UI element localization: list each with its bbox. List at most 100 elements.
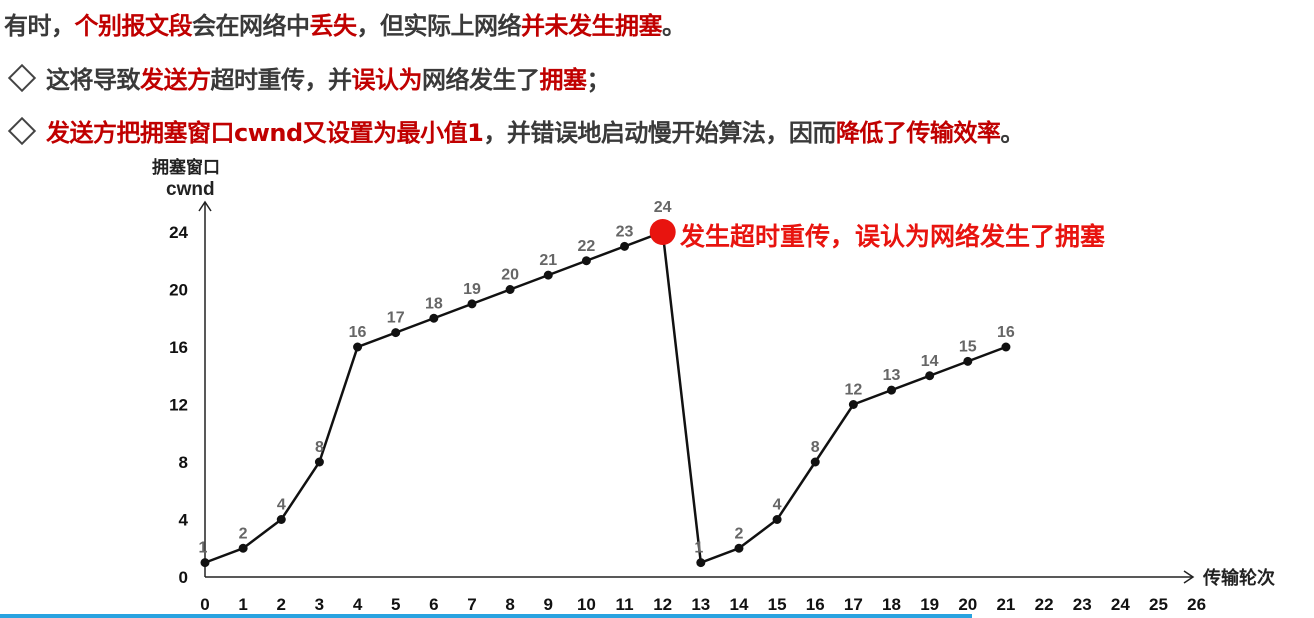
data-label: 4 (773, 497, 782, 514)
data-label: 21 (539, 252, 557, 269)
y-tick-label: 0 (179, 568, 188, 587)
data-point (963, 356, 973, 366)
data-point (581, 256, 591, 266)
body-text: 超时重传，并 (210, 66, 353, 94)
data-label: 18 (425, 295, 443, 312)
data-label: 4 (277, 497, 286, 514)
data-label: 13 (883, 367, 901, 384)
x-tick-label: 15 (768, 595, 787, 614)
x-tick-label: 3 (315, 595, 324, 614)
data-point (238, 543, 248, 553)
data-label: 8 (811, 439, 820, 456)
x-tick-label: 23 (1073, 595, 1092, 614)
body-text: ，但实际上网络 (356, 12, 522, 40)
data-point (276, 515, 286, 524)
body-text: ； (586, 66, 611, 94)
data-label: 12 (844, 382, 862, 399)
highlight-point (649, 219, 676, 245)
x-tick-label: 11 (616, 595, 634, 614)
x-tick-label: 10 (577, 595, 596, 614)
x-tick-label: 14 (729, 595, 748, 614)
data-point (810, 457, 820, 467)
y-tick-label: 24 (169, 223, 188, 242)
x-tick-label: 25 (1149, 595, 1168, 614)
data-label: 8 (315, 439, 324, 456)
emphasis-text: 发送方 (140, 66, 211, 94)
data-point (887, 385, 897, 395)
data-label: 16 (997, 324, 1015, 341)
data-label: 2 (239, 525, 248, 542)
x-tick-label: 12 (653, 595, 672, 614)
data-point (848, 400, 858, 409)
emphasis-text: 并未发生拥塞 (521, 12, 663, 40)
annotation-text: 发生超时重传，误认为网络发生了拥塞 (679, 222, 1105, 251)
y-axis-arrow-icon (198, 200, 212, 212)
x-tick-label: 26 (1187, 595, 1206, 614)
x-tick-label: 9 (544, 595, 553, 614)
data-point (1001, 342, 1011, 352)
y-tick-label: 16 (169, 338, 188, 357)
data-point (925, 371, 935, 381)
x-tick-label: 6 (429, 595, 438, 614)
x-tick-label: 4 (353, 595, 363, 614)
data-point (353, 342, 363, 352)
data-point (200, 558, 210, 568)
body-text: 这将导致 (46, 66, 141, 94)
data-label: 17 (387, 310, 405, 327)
y-axis-label-line2: cwnd (166, 179, 215, 200)
body-text: 。 (662, 12, 686, 40)
x-tick-label: 1 (238, 595, 247, 614)
data-label: 20 (501, 267, 519, 284)
x-tick-label: 19 (920, 595, 939, 614)
data-label: 1 (694, 540, 703, 557)
data-label: 15 (959, 338, 977, 355)
data-point (467, 299, 477, 309)
x-tick-label: 13 (691, 595, 710, 614)
body-text: 。 (1000, 119, 1024, 147)
x-tick-label: 18 (882, 595, 901, 614)
emphasis-text: 发送方把拥塞窗口cwnd又设置为最小值1 (46, 119, 484, 147)
y-tick-label: 8 (179, 453, 188, 472)
body-text: ，并错误地启动慢开始算法，因而 (483, 119, 836, 147)
data-label: 16 (349, 324, 367, 341)
x-tick-label: 0 (200, 595, 209, 614)
x-tick-label: 17 (844, 595, 863, 614)
emphasis-text: 误认为 (351, 66, 423, 94)
y-tick-label: 4 (179, 511, 189, 530)
data-point (620, 241, 630, 251)
data-label: 19 (463, 281, 481, 298)
data-point (734, 543, 744, 553)
x-tick-label: 8 (505, 595, 514, 614)
x-tick-label: 2 (277, 595, 286, 614)
text-line-1: 有时，个别报文段会在网络中丢失，但实际上网络并未发生拥塞。 (4, 6, 686, 41)
data-label: 2 (735, 525, 744, 542)
body-text: 网络发生了 (422, 66, 540, 94)
video-progress-bar[interactable] (0, 614, 973, 618)
x-axis-arrow-icon (1183, 570, 1195, 584)
x-tick-label: 20 (958, 595, 977, 614)
y-axis-label-line1: 拥塞窗口 (152, 157, 220, 177)
data-point (429, 313, 439, 323)
text-line-3: 发送方把拥塞窗口cwnd又设置为最小值1，并错误地启动慢开始算法，因而降低了传输… (0, 113, 1024, 148)
x-tick-label: 5 (391, 595, 400, 614)
emphasis-text: 降低了传输效率 (835, 119, 1001, 147)
x-axis-label: 传输轮次 (1202, 567, 1275, 588)
emphasis-text: 拥塞 (539, 66, 588, 94)
x-tick-label: 16 (806, 595, 825, 614)
body-text: 会在网络中 (192, 12, 310, 40)
data-label: 24 (654, 199, 672, 216)
x-tick-label: 7 (467, 595, 476, 614)
emphasis-text: 个别报文段 (74, 12, 193, 40)
data-label: 23 (616, 223, 634, 240)
x-tick-label: 24 (1111, 595, 1130, 614)
data-point (505, 285, 515, 294)
data-label: 22 (578, 238, 596, 255)
text-line-2: 这将导致发送方超时重传，并误认为网络发生了拥塞； (0, 60, 610, 95)
emphasis-text: 丢失 (309, 12, 358, 40)
data-point (391, 328, 401, 338)
x-tick-label: 21 (996, 595, 1015, 614)
data-point (543, 270, 553, 280)
body-text: 有时， (4, 12, 75, 40)
data-label: 14 (921, 353, 939, 370)
